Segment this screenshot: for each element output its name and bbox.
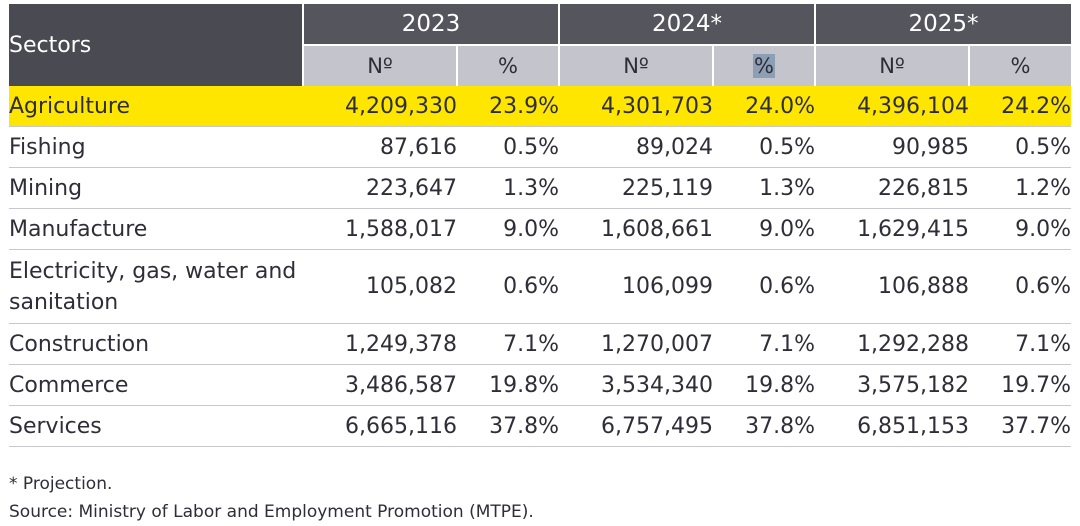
value-cell: 3,486,587	[303, 364, 457, 406]
value-cell: 9.0%	[713, 208, 816, 250]
value-cell: 225,119	[559, 167, 714, 209]
value-cell: 19.8%	[713, 364, 816, 406]
selected-text-highlight[interactable]: %	[753, 54, 775, 78]
table-row-mining: Mining 223,647 1.3% 225,119 1.3% 226,815…	[9, 167, 1072, 209]
value-cell: 37.8%	[713, 405, 816, 447]
sector-name: Fishing	[9, 126, 303, 168]
value-cell: 1,588,017	[303, 208, 457, 250]
sector-name: Agriculture	[9, 86, 303, 127]
table-row-fishing: Fishing 87,616 0.5% 89,024 0.5% 90,985 0…	[9, 126, 1072, 168]
value-cell: 0.5%	[457, 126, 560, 168]
value-cell: 1,629,415	[815, 208, 970, 250]
projection-note: * Projection.	[9, 474, 113, 494]
value-cell: 24.2%	[969, 86, 1072, 127]
value-cell: 37.8%	[457, 405, 560, 447]
value-cell: 223,647	[303, 167, 457, 209]
value-cell: 7.1%	[457, 323, 560, 365]
year-header-2023: 2023	[301, 4, 560, 46]
subheader-percent: %	[712, 45, 816, 86]
sector-name: Manufacture	[9, 208, 303, 250]
subheader-number: Nº	[814, 45, 970, 86]
value-cell: 1.2%	[969, 167, 1072, 209]
value-cell: 106,099	[559, 249, 714, 324]
value-cell: 3,575,182	[815, 364, 970, 406]
value-cell: 19.8%	[457, 364, 560, 406]
value-cell: 7.1%	[969, 323, 1072, 365]
sector-name: Construction	[9, 323, 303, 365]
table-footnotes: * Projection. Source: Ministry of Labor …	[9, 470, 534, 526]
value-cell: 0.6%	[457, 249, 560, 324]
sector-name: Electricity, gas, water and sanitation	[9, 249, 303, 324]
source-note: Source: Ministry of Labor and Employment…	[9, 502, 534, 522]
subheader-number: Nº	[302, 45, 457, 86]
value-cell: 4,301,703	[559, 86, 714, 127]
value-cell: 9.0%	[969, 208, 1072, 250]
value-cell: 6,665,116	[303, 405, 457, 447]
value-cell: 7.1%	[713, 323, 816, 365]
employment-table-container: Sectors 2023 2024* 2025* Nº % Nº % Nº % …	[9, 4, 1072, 447]
value-cell: 0.5%	[969, 126, 1072, 168]
table-row-agriculture: Agriculture 4,209,330 23.9% 4,301,703 24…	[9, 86, 1072, 127]
value-cell: 89,024	[559, 126, 714, 168]
value-cell: 1,608,661	[559, 208, 714, 250]
value-cell: 1,292,288	[815, 323, 970, 365]
value-cell: 1,270,007	[559, 323, 714, 365]
value-cell: 6,757,495	[559, 405, 714, 447]
value-cell: 106,888	[815, 249, 970, 324]
year-header-2024: 2024*	[558, 4, 816, 46]
value-cell: 226,815	[815, 167, 970, 209]
table-row-commerce: Commerce 3,486,587 19.8% 3,534,340 19.8%…	[9, 364, 1072, 406]
subheader-number: Nº	[558, 45, 714, 86]
value-cell: 0.6%	[969, 249, 1072, 324]
subheader-percent: %	[455, 45, 560, 86]
sector-name: Commerce	[9, 364, 303, 406]
table-row-services: Services 6,665,116 37.8% 6,757,495 37.8%…	[9, 405, 1072, 447]
value-cell: 105,082	[303, 249, 457, 324]
value-cell: 0.6%	[713, 249, 816, 324]
value-cell: 6,851,153	[815, 405, 970, 447]
value-cell: 87,616	[303, 126, 457, 168]
value-cell: 1.3%	[713, 167, 816, 209]
table-row-manufacture: Manufacture 1,588,017 9.0% 1,608,661 9.0…	[9, 208, 1072, 250]
value-cell: 9.0%	[457, 208, 560, 250]
table-row-electricity: Electricity, gas, water and sanitation 1…	[9, 249, 1072, 324]
sector-name: Services	[9, 405, 303, 447]
year-header-2025: 2025*	[814, 4, 1072, 46]
value-cell: 1,249,378	[303, 323, 457, 365]
sectors-header: Sectors	[9, 4, 303, 86]
value-cell: 1.3%	[457, 167, 560, 209]
table-row-construction: Construction 1,249,378 7.1% 1,270,007 7.…	[9, 323, 1072, 365]
value-cell: 19.7%	[969, 364, 1072, 406]
subheader-percent: %	[968, 45, 1072, 86]
value-cell: 90,985	[815, 126, 970, 168]
value-cell: 23.9%	[457, 86, 560, 127]
value-cell: 37.7%	[969, 405, 1072, 447]
value-cell: 3,534,340	[559, 364, 714, 406]
value-cell: 4,209,330	[303, 86, 457, 127]
employment-by-sector-table: Sectors 2023 2024* 2025* Nº % Nº % Nº % …	[9, 4, 1072, 447]
value-cell: 24.0%	[713, 86, 816, 127]
value-cell: 4,396,104	[815, 86, 970, 127]
sector-name: Mining	[9, 167, 303, 209]
value-cell: 0.5%	[713, 126, 816, 168]
